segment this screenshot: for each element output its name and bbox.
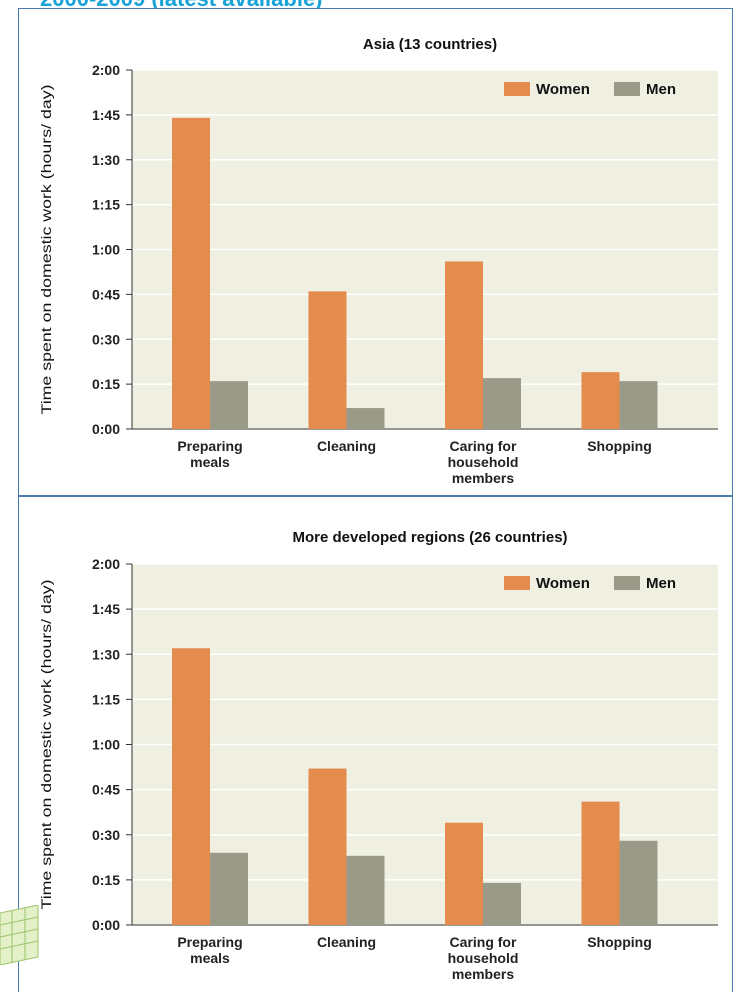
legend-label-women: Women: [536, 575, 590, 592]
x-category-label: Shopping: [587, 934, 652, 950]
x-category-label: Cleaning: [317, 438, 376, 454]
x-category-label: household: [448, 454, 519, 470]
x-category-label: Preparing: [177, 934, 242, 950]
header-text: 2000-2009 (latest available): [40, 0, 323, 8]
y-tick-label: 0:15: [92, 376, 120, 392]
legend-swatch-men: [614, 576, 640, 590]
chart-title: More developed regions (26 countries): [292, 529, 567, 546]
y-tick-label: 1:30: [92, 646, 120, 662]
y-tick-label: 1:30: [92, 152, 120, 168]
x-category-label: Caring for: [450, 934, 517, 950]
bar-women: [581, 372, 620, 429]
y-tick-label: 1:00: [92, 242, 120, 258]
bar-men: [619, 381, 658, 429]
bar-chart-developed: 0:00 0:15 0:30 0:45 1:00 1:15 1:30 1:45 2:00 More…: [38, 529, 718, 982]
x-category-label: members: [452, 470, 514, 486]
y-tick-label: 0:15: [92, 872, 120, 888]
bar-men: [346, 855, 385, 925]
y-axis-label: Time spent on domestic work (hours/ day): [38, 580, 54, 910]
legend-label-women: Women: [536, 81, 590, 98]
y-tick-label: 1:00: [92, 737, 120, 753]
y-axis-label: Time spent on domestic work (hours/ day): [38, 85, 54, 415]
y-tick-label: 0:45: [92, 782, 120, 798]
chart-panel-developed: 0:00 0:15 0:30 0:45 1:00 1:15 1:30 1:45 2:00 More…: [18, 496, 733, 992]
y-tick-label: 0:30: [92, 827, 120, 843]
legend-swatch-women: [504, 576, 530, 590]
bar-women: [445, 822, 483, 925]
y-tick-label: 2:00: [92, 556, 120, 572]
y-tick-label: 0:00: [92, 917, 120, 933]
bar-women: [308, 768, 347, 925]
x-category-label: Shopping: [587, 438, 652, 454]
y-tick-label: 2:00: [92, 62, 120, 78]
bar-men: [619, 840, 658, 925]
y-tick-label: 0:30: [92, 331, 120, 347]
bar-men: [346, 408, 385, 429]
x-category-label: meals: [190, 454, 230, 470]
y-tick-label: 1:45: [92, 601, 120, 617]
legend-label-men: Men: [646, 575, 676, 592]
bar-men: [483, 378, 521, 429]
legend-swatch-women: [504, 82, 530, 96]
legend-swatch-men: [614, 82, 640, 96]
y-tick-label: 0:45: [92, 286, 120, 302]
corner-graphic-icon: [0, 905, 39, 965]
bar-women: [445, 261, 483, 429]
x-category-label: members: [452, 966, 514, 982]
chart-title: Asia (13 countries): [363, 36, 497, 53]
legend-label-men: Men: [646, 81, 676, 98]
y-tick-label: 0:00: [92, 421, 120, 437]
header-strip: 2000-2009 (latest available): [0, 0, 735, 8]
x-category-label: Caring for: [450, 438, 517, 454]
y-tick-label: 1:15: [92, 197, 120, 213]
y-tick-label: 1:45: [92, 107, 120, 123]
bar-chart-asia: 0:00 0:15 0:30 0:45 1:00 1:15 1:30 1:45 2:00 Asia…: [38, 36, 718, 486]
bar-women: [308, 291, 347, 429]
chart-panel-asia: 0:00 0:15 0:30 0:45 1:00 1:15 1:30 1:45 2:00 Asia…: [18, 8, 733, 496]
x-category-label: Preparing: [177, 438, 242, 454]
x-category-label: Cleaning: [317, 934, 376, 950]
bar-women: [581, 801, 620, 925]
bar-men: [483, 882, 521, 925]
bar-men: [210, 381, 248, 429]
x-category-label: meals: [190, 950, 230, 966]
bar-men: [210, 852, 248, 925]
bar-women: [172, 648, 210, 925]
bar-women: [172, 117, 210, 429]
y-tick-label: 1:15: [92, 691, 120, 707]
x-category-label: household: [448, 950, 519, 966]
